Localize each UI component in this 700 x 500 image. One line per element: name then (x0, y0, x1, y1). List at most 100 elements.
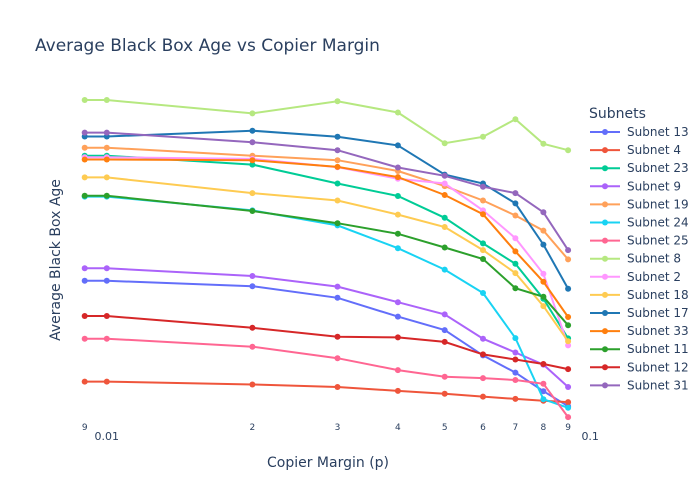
data-point[interactable] (81, 277, 88, 284)
data-point[interactable] (565, 399, 572, 406)
data-point[interactable] (480, 183, 486, 190)
data-point[interactable] (540, 303, 547, 310)
data-point[interactable] (249, 110, 256, 117)
data-point[interactable] (441, 180, 448, 187)
data-point[interactable] (512, 349, 519, 356)
data-point[interactable] (249, 343, 256, 350)
data-point[interactable] (441, 224, 448, 230)
data-point[interactable] (81, 265, 88, 272)
data-point[interactable] (103, 174, 110, 181)
data-point[interactable] (441, 390, 448, 397)
data-point[interactable] (565, 256, 572, 263)
data-point[interactable] (441, 172, 448, 179)
legend-item[interactable]: Subnet 2 (590, 270, 681, 284)
data-point[interactable] (334, 294, 341, 301)
data-point[interactable] (394, 174, 401, 181)
data-point[interactable] (512, 260, 519, 267)
data-point[interactable] (394, 109, 401, 116)
data-point[interactable] (103, 192, 110, 199)
data-point[interactable] (540, 270, 547, 277)
data-point[interactable] (394, 164, 401, 171)
data-point[interactable] (480, 211, 486, 218)
data-point[interactable] (441, 192, 448, 198)
data-point[interactable] (512, 248, 519, 255)
data-point[interactable] (540, 227, 547, 234)
data-point[interactable] (441, 338, 448, 345)
data-point[interactable] (441, 311, 448, 318)
data-point[interactable] (540, 278, 547, 285)
data-point[interactable] (441, 327, 448, 334)
data-point[interactable] (81, 144, 88, 151)
data-point[interactable] (565, 322, 572, 329)
data-point[interactable] (512, 335, 519, 342)
data-point[interactable] (334, 98, 341, 105)
data-point[interactable] (441, 214, 448, 221)
data-point[interactable] (394, 387, 401, 394)
data-point[interactable] (249, 381, 256, 388)
data-point[interactable] (103, 129, 110, 136)
data-point[interactable] (565, 314, 572, 320)
data-point[interactable] (540, 361, 547, 367)
data-point[interactable] (480, 290, 486, 296)
data-point[interactable] (480, 256, 486, 262)
data-point[interactable] (103, 335, 110, 342)
data-point[interactable] (394, 299, 401, 306)
data-point[interactable] (81, 129, 88, 136)
data-point[interactable] (334, 384, 341, 390)
data-point[interactable] (512, 212, 519, 219)
data-point[interactable] (540, 209, 547, 216)
data-point[interactable] (512, 369, 519, 376)
data-point[interactable] (103, 378, 110, 385)
data-point[interactable] (480, 133, 486, 140)
data-point[interactable] (480, 247, 486, 254)
data-point[interactable] (512, 356, 519, 363)
data-point[interactable] (394, 367, 401, 374)
data-point[interactable] (81, 192, 88, 199)
data-point[interactable] (249, 283, 256, 290)
legend-item[interactable]: Subnet 9 (590, 179, 681, 193)
data-point[interactable] (249, 208, 256, 214)
data-point[interactable] (512, 235, 519, 242)
data-point[interactable] (512, 285, 519, 292)
legend-item[interactable]: Subnet 31 (590, 378, 689, 392)
data-point[interactable] (512, 190, 519, 197)
data-point[interactable] (81, 97, 88, 103)
data-point[interactable] (103, 144, 110, 151)
data-point[interactable] (394, 334, 401, 341)
data-point[interactable] (334, 355, 341, 362)
data-point[interactable] (540, 293, 547, 300)
data-point[interactable] (565, 342, 572, 349)
data-point[interactable] (81, 174, 88, 181)
data-point[interactable] (394, 245, 401, 252)
data-point[interactable] (249, 324, 256, 331)
legend-item[interactable]: Subnet 8 (590, 252, 681, 266)
data-point[interactable] (480, 335, 486, 342)
data-point[interactable] (512, 200, 519, 207)
data-point[interactable] (480, 197, 486, 204)
data-point[interactable] (249, 161, 256, 168)
data-point[interactable] (103, 277, 110, 284)
data-point[interactable] (540, 241, 547, 248)
data-point[interactable] (334, 157, 341, 164)
data-point[interactable] (334, 220, 341, 227)
data-point[interactable] (334, 163, 341, 170)
legend-item[interactable]: Subnet 24 (590, 216, 689, 230)
data-point[interactable] (334, 197, 341, 204)
data-point[interactable] (249, 139, 256, 146)
data-point[interactable] (565, 404, 572, 411)
data-point[interactable] (394, 230, 401, 237)
data-point[interactable] (394, 142, 401, 149)
data-point[interactable] (565, 414, 572, 421)
data-point[interactable] (103, 265, 110, 272)
data-point[interactable] (103, 156, 110, 163)
data-point[interactable] (103, 97, 110, 103)
data-point[interactable] (512, 395, 519, 402)
data-point[interactable] (394, 313, 401, 320)
legend-item[interactable]: Subnet 23 (590, 161, 689, 175)
data-point[interactable] (334, 283, 341, 290)
data-point[interactable] (249, 273, 256, 279)
data-point[interactable] (512, 116, 519, 123)
data-point[interactable] (480, 351, 486, 358)
data-point[interactable] (540, 380, 547, 387)
legend-item[interactable]: Subnet 12 (590, 360, 689, 374)
